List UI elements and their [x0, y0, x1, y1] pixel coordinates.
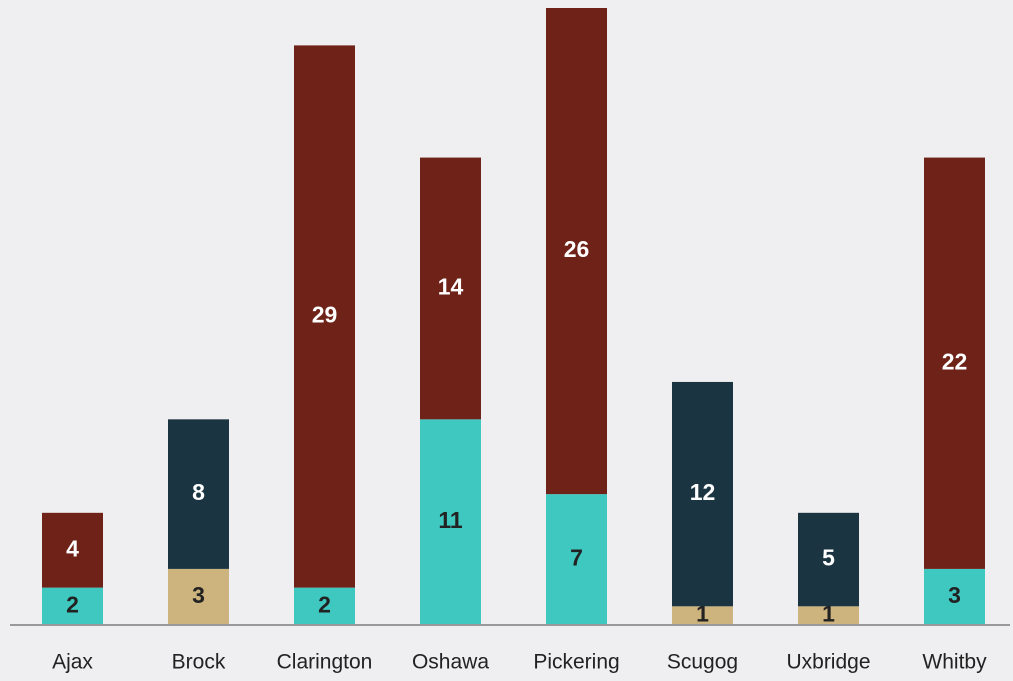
- x-tick-label: Uxbridge: [786, 651, 870, 674]
- data-label: 3: [192, 582, 205, 608]
- x-tick-label: Pickering: [533, 651, 619, 674]
- x-tick-label: Scugog: [667, 651, 738, 674]
- bar-segment: [672, 606, 733, 625]
- data-label: 5: [822, 545, 835, 571]
- data-label: 26: [564, 236, 590, 262]
- data-label: 11: [438, 507, 463, 533]
- data-label: 4: [66, 535, 79, 561]
- x-tick-label: Whitby: [922, 651, 987, 674]
- bar-segment: [924, 157, 985, 569]
- bar-segment: [672, 381, 733, 607]
- data-label: 7: [570, 545, 583, 571]
- bar-segment: [924, 568, 985, 625]
- data-label: 14: [438, 274, 464, 300]
- x-tick-label: Ajax: [52, 651, 93, 674]
- data-label: 1: [822, 601, 835, 627]
- bar-segment: [168, 419, 229, 569]
- data-label: 12: [690, 479, 716, 505]
- bar-segment: [294, 45, 355, 588]
- bar-segment: [420, 419, 481, 625]
- bar-segment: [798, 606, 859, 625]
- data-label: 2: [66, 591, 79, 617]
- bar-segment: [798, 512, 859, 607]
- data-label: 29: [312, 302, 338, 328]
- bar-segment: [294, 587, 355, 625]
- bar-segment: [420, 157, 481, 420]
- bar-segment: [42, 587, 103, 625]
- bar-segment: [168, 568, 229, 625]
- x-tick-label: Clarington: [277, 651, 373, 674]
- data-label: 3: [948, 582, 961, 608]
- data-label: 22: [942, 348, 968, 374]
- bar-segment: [546, 494, 607, 625]
- data-label: 8: [192, 479, 205, 505]
- x-tick-label: Oshawa: [412, 651, 489, 674]
- x-tick-label: Brock: [172, 651, 226, 674]
- data-label: 2: [318, 591, 331, 617]
- bar-segment: [42, 512, 103, 588]
- data-label: 1: [696, 601, 709, 627]
- bar-segment: [546, 8, 607, 495]
